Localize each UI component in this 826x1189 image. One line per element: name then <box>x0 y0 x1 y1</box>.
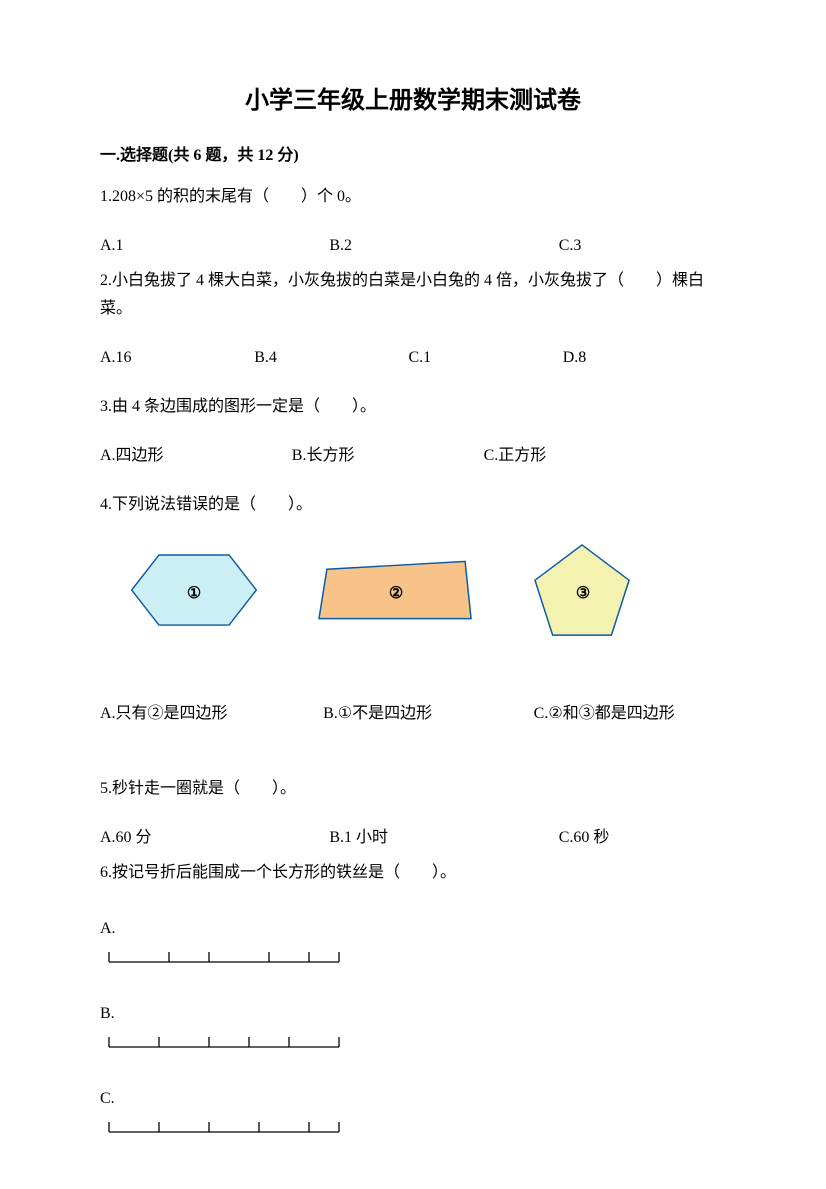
section-header: 一.选择题(共 6 题，共 12 分) <box>100 141 726 165</box>
q3-opt-c: C.正方形 <box>484 442 672 469</box>
page-title: 小学三年级上册数学期末测试卷 <box>100 80 726 115</box>
shape-hexagon-label: ① <box>187 583 201 603</box>
q1-opt-a: A.1 <box>100 232 325 259</box>
question-2: 2.小白兔拔了 4 棵大白菜，小灰兔拔的白菜是小白兔的 4 倍，小灰兔拔了（ ）… <box>100 267 726 321</box>
question-4-options: A.只有②是四边形 B.①不是四边形 C.②和③都是四边形 <box>100 700 726 727</box>
q5-opt-a: A.60 分 <box>100 824 325 851</box>
question-5: 5.秒针走一圈就是（ ）。 <box>100 775 726 802</box>
question-5-options: A.60 分 B.1 小时 C.60 秒 <box>100 824 726 851</box>
question-3-options: A.四边形 B.长方形 C.正方形 <box>100 442 726 469</box>
question-4: 4.下列说法错误的是（ ）。 <box>100 491 726 518</box>
question-1-options: A.1 B.2 C.3 <box>100 232 726 259</box>
shape-hexagon: ① <box>130 554 258 633</box>
q6-opt-b-label: B. <box>100 1005 726 1023</box>
q2-opt-a: A.16 <box>100 344 250 371</box>
question-6: 6.按记号折后能围成一个长方形的铁丝是（ ）。 <box>100 859 726 886</box>
question-1: 1.208×5 的积的末尾有（ ）个 0。 <box>100 183 726 210</box>
q4-opt-a: A.只有②是四边形 <box>100 700 319 727</box>
q4-opt-b: B.①不是四边形 <box>323 700 530 727</box>
shape-trapezoid: ② <box>318 560 474 627</box>
wire-b <box>106 1029 342 1051</box>
shapes-row: ① ② ③ <box>130 543 726 644</box>
wire-a <box>106 944 342 966</box>
q5-opt-c: C.60 秒 <box>559 824 722 851</box>
wire-c <box>106 1114 342 1136</box>
q3-opt-b: B.长方形 <box>292 442 480 469</box>
q6-opt-c-label: C. <box>100 1090 726 1108</box>
question-3: 3.由 4 条边围成的图形一定是（ ）。 <box>100 393 726 420</box>
q4-opt-c: C.②和③都是四边形 <box>534 700 675 727</box>
q1-opt-b: B.2 <box>329 232 554 259</box>
shape-pentagon: ③ <box>534 543 632 644</box>
shape-trapezoid-label: ② <box>389 583 403 603</box>
q1-opt-c: C.3 <box>559 232 722 259</box>
q2-opt-c: C.1 <box>408 344 558 371</box>
q6-opt-a-label: A. <box>100 920 726 938</box>
q2-opt-d: D.8 <box>563 344 713 371</box>
q2-opt-b: B.4 <box>254 344 404 371</box>
q5-opt-b: B.1 小时 <box>329 824 554 851</box>
shape-pentagon-label: ③ <box>576 583 590 603</box>
question-2-options: A.16 B.4 C.1 D.8 <box>100 344 726 371</box>
q3-opt-a: A.四边形 <box>100 442 288 469</box>
